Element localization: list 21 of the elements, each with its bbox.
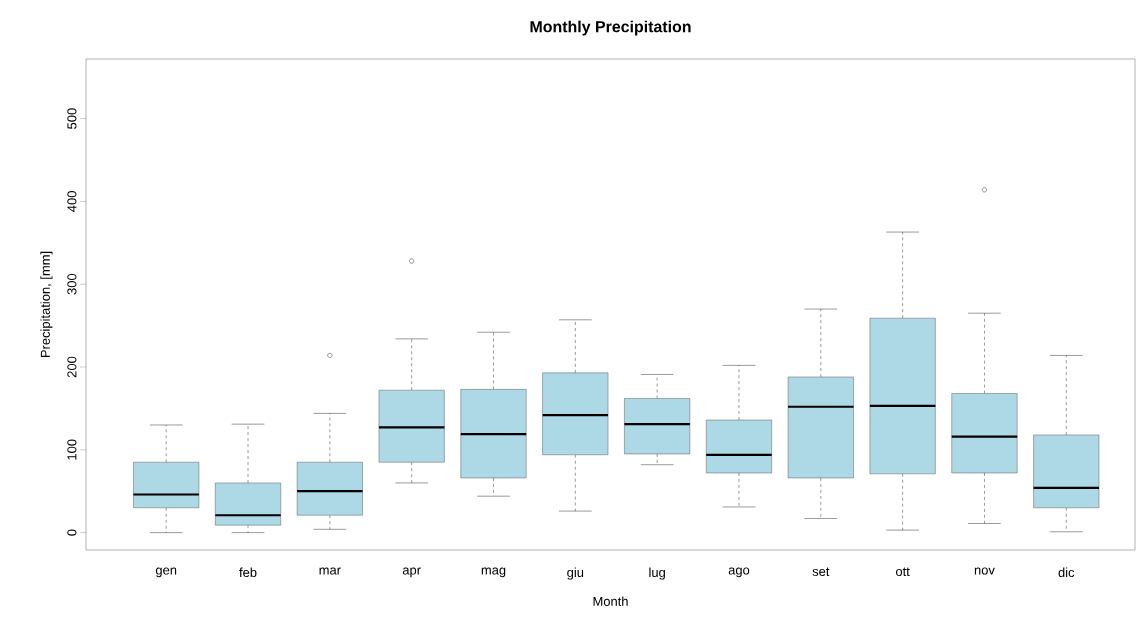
x-tick-label: giu: [567, 567, 584, 580]
x-tick-label: ago: [728, 567, 750, 578]
x-tick-label: dic: [1058, 567, 1075, 578]
y-tick-label: 400: [67, 191, 77, 212]
x-tick-label: feb: [239, 567, 257, 578]
chart-title: Monthly Precipitation: [530, 20, 691, 36]
x-tick-label: lug: [649, 567, 665, 580]
y-axis-title: Precipitation, [mm]: [40, 251, 53, 358]
x-tick-label: mag: [481, 567, 506, 578]
x-tick-label: mar: [319, 567, 341, 575]
y-tick-label: 200: [67, 356, 77, 378]
x-tick-label: set: [812, 567, 830, 577]
x-tick-label: ott: [895, 567, 910, 577]
x-tick-label: nov: [974, 567, 995, 575]
y-tick-label: 500: [67, 108, 77, 129]
x-tick-label: apr: [402, 567, 421, 578]
y-tick-label: 0: [67, 529, 77, 536]
y-tick-label: 300: [67, 273, 77, 295]
x-tick-label: gen: [155, 567, 177, 578]
x-axis-title: Month: [593, 596, 628, 606]
y-tick-label: 100: [67, 439, 77, 460]
